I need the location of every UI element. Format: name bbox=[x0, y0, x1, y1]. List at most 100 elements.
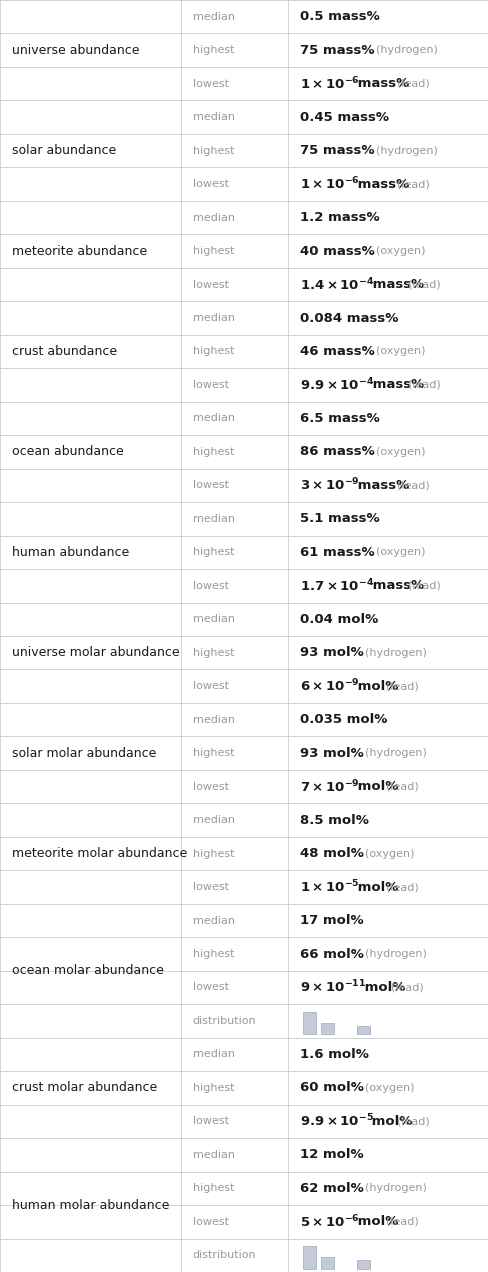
Text: median: median bbox=[193, 815, 235, 826]
Text: highest: highest bbox=[193, 145, 234, 155]
Text: lowest: lowest bbox=[193, 1217, 228, 1226]
Text: (lead): (lead) bbox=[397, 179, 430, 190]
Text: mol%: mol% bbox=[353, 1215, 399, 1229]
Text: 46 mass%: 46 mass% bbox=[300, 345, 375, 357]
Text: $\mathbf{1.4\times10^{-4}}$: $\mathbf{1.4\times10^{-4}}$ bbox=[300, 276, 374, 293]
Text: $\mathbf{5\times10^{-6}}$: $\mathbf{5\times10^{-6}}$ bbox=[300, 1213, 360, 1230]
Text: 66 mol%: 66 mol% bbox=[300, 948, 364, 960]
Text: lowest: lowest bbox=[193, 581, 228, 590]
Text: median: median bbox=[193, 1049, 235, 1060]
Text: median: median bbox=[193, 212, 235, 223]
Text: mass%: mass% bbox=[367, 379, 424, 392]
Text: median: median bbox=[193, 313, 235, 323]
Text: (hydrogen): (hydrogen) bbox=[365, 1183, 427, 1193]
Text: highest: highest bbox=[193, 949, 234, 959]
Text: solar abundance: solar abundance bbox=[12, 144, 116, 158]
Text: highest: highest bbox=[193, 1082, 234, 1093]
Text: median: median bbox=[193, 514, 235, 524]
Text: highest: highest bbox=[193, 848, 234, 859]
Bar bbox=[357, 1025, 370, 1034]
Text: lowest: lowest bbox=[193, 881, 228, 892]
Text: (lead): (lead) bbox=[386, 781, 419, 791]
Text: $\mathbf{7\times10^{-9}}$: $\mathbf{7\times10^{-9}}$ bbox=[300, 778, 360, 795]
Text: $\mathbf{1\times10^{-6}}$: $\mathbf{1\times10^{-6}}$ bbox=[300, 176, 360, 192]
Text: (lead): (lead) bbox=[397, 481, 429, 491]
Text: (oxygen): (oxygen) bbox=[376, 245, 426, 256]
Text: highest: highest bbox=[193, 346, 234, 356]
Text: (oxygen): (oxygen) bbox=[366, 1082, 415, 1093]
Text: $\mathbf{9.9\times10^{-5}}$: $\mathbf{9.9\times10^{-5}}$ bbox=[300, 1113, 374, 1130]
Bar bbox=[357, 1261, 370, 1268]
Text: $\mathbf{1.7\times10^{-4}}$: $\mathbf{1.7\times10^{-4}}$ bbox=[300, 577, 374, 594]
Text: 1.6 mol%: 1.6 mol% bbox=[300, 1048, 369, 1061]
Text: mass%: mass% bbox=[367, 579, 424, 593]
Text: mass%: mass% bbox=[353, 78, 409, 90]
Bar bbox=[321, 1258, 334, 1268]
Text: $\mathbf{3\times10^{-9}}$: $\mathbf{3\times10^{-9}}$ bbox=[300, 477, 360, 494]
Text: (hydrogen): (hydrogen) bbox=[376, 46, 438, 55]
Text: 0.035 mol%: 0.035 mol% bbox=[300, 714, 387, 726]
Text: median: median bbox=[193, 1150, 235, 1160]
Text: median: median bbox=[193, 11, 235, 22]
Text: highest: highest bbox=[193, 245, 234, 256]
Text: 8.5 mol%: 8.5 mol% bbox=[300, 814, 369, 827]
Text: (lead): (lead) bbox=[386, 682, 419, 691]
Bar bbox=[303, 1011, 316, 1034]
Text: (lead): (lead) bbox=[386, 881, 419, 892]
Text: mass%: mass% bbox=[353, 478, 409, 492]
Text: distribution: distribution bbox=[193, 1250, 256, 1261]
Text: (hydrogen): (hydrogen) bbox=[376, 145, 438, 155]
Text: crust molar abundance: crust molar abundance bbox=[12, 1081, 157, 1094]
Text: mol%: mol% bbox=[353, 880, 398, 893]
Text: crust abundance: crust abundance bbox=[12, 345, 117, 357]
Text: mol%: mol% bbox=[360, 981, 405, 993]
Text: 1.2 mass%: 1.2 mass% bbox=[300, 211, 380, 224]
Text: $\mathbf{6\times10^{-9}}$: $\mathbf{6\times10^{-9}}$ bbox=[300, 678, 360, 695]
Text: highest: highest bbox=[193, 748, 234, 758]
Text: highest: highest bbox=[193, 46, 234, 55]
Text: median: median bbox=[193, 614, 235, 625]
Text: (oxygen): (oxygen) bbox=[376, 547, 426, 557]
Bar bbox=[303, 1245, 316, 1268]
Text: 0.45 mass%: 0.45 mass% bbox=[300, 111, 389, 123]
Text: (lead): (lead) bbox=[408, 280, 441, 290]
Text: 61 mass%: 61 mass% bbox=[300, 546, 375, 558]
Text: median: median bbox=[193, 112, 235, 122]
Text: median: median bbox=[193, 413, 235, 424]
Text: lowest: lowest bbox=[193, 79, 228, 89]
Text: (lead): (lead) bbox=[397, 79, 430, 89]
Text: mol%: mol% bbox=[353, 780, 399, 794]
Text: (hydrogen): (hydrogen) bbox=[366, 949, 427, 959]
Text: median: median bbox=[193, 715, 235, 725]
Text: (lead): (lead) bbox=[408, 380, 441, 391]
Text: 0.04 mol%: 0.04 mol% bbox=[300, 613, 378, 626]
Text: highest: highest bbox=[193, 647, 234, 658]
Text: lowest: lowest bbox=[193, 380, 228, 391]
Text: (lead): (lead) bbox=[397, 1117, 430, 1127]
Text: $\mathbf{9\times10^{-11}}$: $\mathbf{9\times10^{-11}}$ bbox=[300, 979, 366, 996]
Text: 93 mol%: 93 mol% bbox=[300, 646, 364, 659]
Text: human molar abundance: human molar abundance bbox=[12, 1198, 169, 1211]
Text: median: median bbox=[193, 916, 235, 926]
Text: highest: highest bbox=[193, 446, 234, 457]
Text: 62 mol%: 62 mol% bbox=[300, 1182, 364, 1194]
Text: universe abundance: universe abundance bbox=[12, 43, 140, 57]
Text: (lead): (lead) bbox=[386, 1217, 419, 1226]
Text: lowest: lowest bbox=[193, 280, 228, 290]
Text: (oxygen): (oxygen) bbox=[376, 446, 426, 457]
Text: solar molar abundance: solar molar abundance bbox=[12, 747, 156, 759]
Text: 93 mol%: 93 mol% bbox=[300, 747, 364, 759]
Text: $\mathbf{9.9\times10^{-4}}$: $\mathbf{9.9\times10^{-4}}$ bbox=[300, 377, 374, 393]
Text: 17 mol%: 17 mol% bbox=[300, 915, 364, 927]
Text: (hydrogen): (hydrogen) bbox=[365, 647, 427, 658]
Text: highest: highest bbox=[193, 1183, 234, 1193]
Text: lowest: lowest bbox=[193, 982, 228, 992]
Text: $\mathbf{1\times10^{-6}}$: $\mathbf{1\times10^{-6}}$ bbox=[300, 75, 360, 92]
Text: 40 mass%: 40 mass% bbox=[300, 244, 375, 257]
Text: mass%: mass% bbox=[353, 178, 409, 191]
Text: universe molar abundance: universe molar abundance bbox=[12, 646, 180, 659]
Text: lowest: lowest bbox=[193, 481, 228, 491]
Text: 48 mol%: 48 mol% bbox=[300, 847, 364, 860]
Text: human abundance: human abundance bbox=[12, 546, 129, 558]
Text: ocean abundance: ocean abundance bbox=[12, 445, 124, 458]
